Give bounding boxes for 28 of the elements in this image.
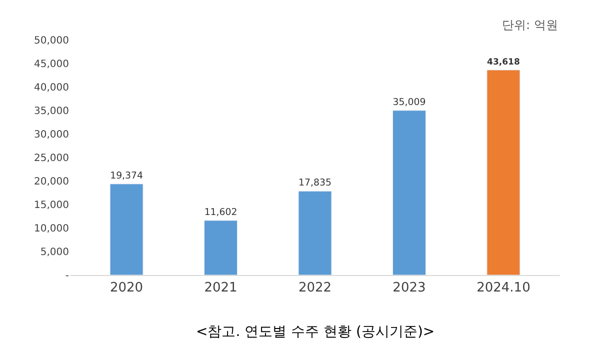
y-tick-label: 25,000	[34, 153, 69, 164]
y-tick-label: 30,000	[34, 130, 69, 140]
x-tick-label: 2023	[392, 280, 426, 296]
bar	[298, 190, 332, 275]
y-tick-label: 40,000	[34, 82, 69, 94]
text: <참고. 연도별 수주 현황 (공시기준)>	[196, 324, 435, 340]
data-label: 43,618	[487, 58, 520, 68]
y-tick-label: 35,000	[34, 106, 69, 117]
data-label: 11,602	[204, 206, 238, 218]
data-label: 35,009	[392, 96, 426, 108]
x-tick-label: 2021	[204, 280, 238, 296]
x-tick-label: 2020	[110, 280, 144, 296]
data-label: 17,835	[298, 178, 332, 189]
y-tick-label: 45,000	[34, 59, 69, 70]
data-label: 19,374	[110, 170, 144, 182]
bar	[204, 220, 238, 275]
bar	[110, 184, 144, 275]
x-tick-label: 2022	[298, 280, 332, 296]
y-tick-label: 20,000	[34, 176, 69, 188]
bar	[392, 110, 426, 275]
y-tick-label: -	[65, 270, 70, 282]
y-tick-label: 10,000	[34, 224, 69, 234]
text: 단위: 억원	[502, 18, 558, 32]
x-tick-label: 2024.10	[476, 280, 530, 296]
y-tick-label: 5,000	[40, 247, 69, 258]
y-tick-label: 15,000	[34, 200, 69, 211]
bar	[486, 70, 520, 275]
y-tick-label: 50,000	[34, 36, 69, 46]
